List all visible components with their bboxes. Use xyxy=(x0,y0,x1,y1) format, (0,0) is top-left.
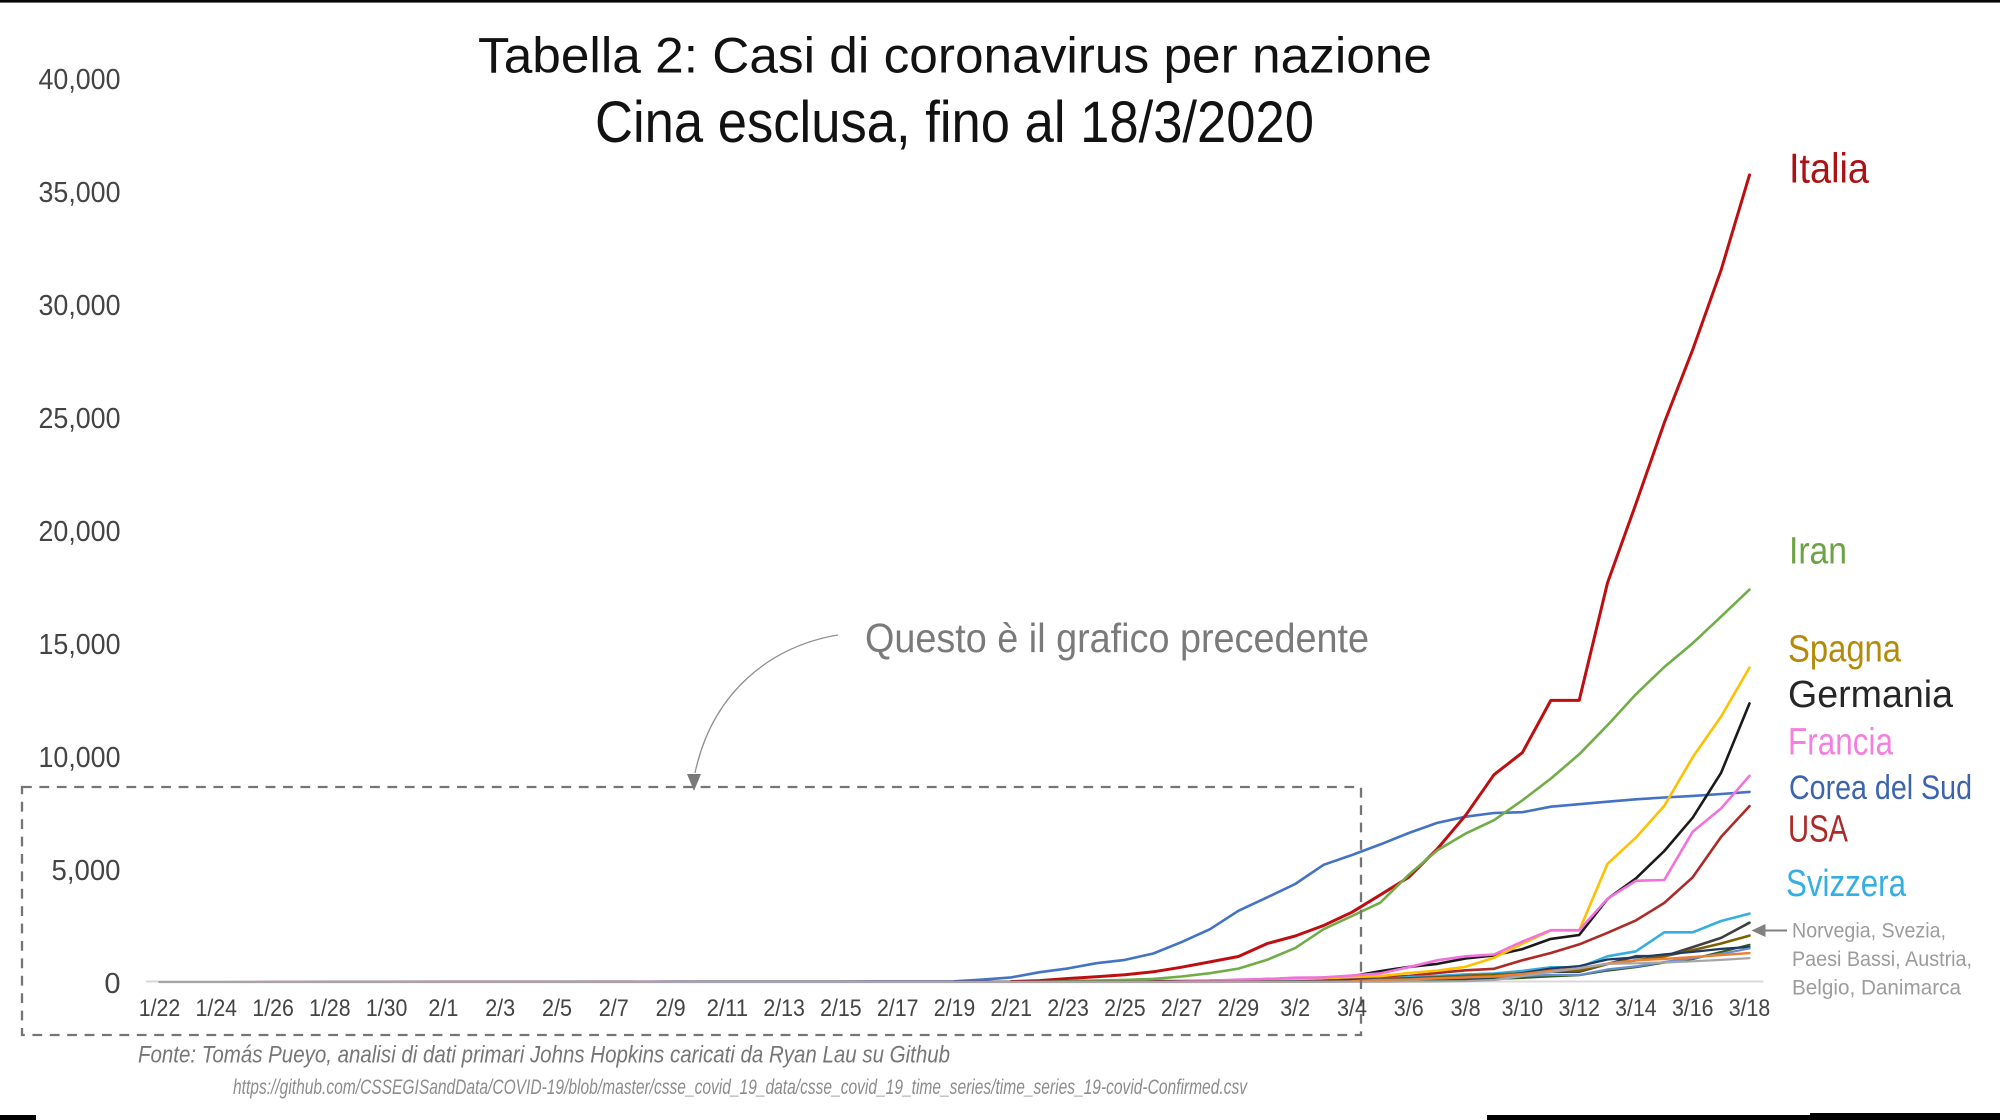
svg-text:35,000: 35,000 xyxy=(39,177,121,209)
svg-text:3/4: 3/4 xyxy=(1337,995,1367,1022)
svg-text:Corea del Sud: Corea del Sud xyxy=(1789,769,1972,807)
svg-text:30,000: 30,000 xyxy=(39,290,121,322)
svg-text:3/14: 3/14 xyxy=(1615,995,1657,1022)
svg-text:Iran: Iran xyxy=(1789,531,1847,573)
svg-text:3/6: 3/6 xyxy=(1394,995,1424,1022)
svg-text:Norvegia, Svezia,: Norvegia, Svezia, xyxy=(1792,920,1946,943)
svg-text:2/19: 2/19 xyxy=(934,995,976,1022)
svg-text:Francia: Francia xyxy=(1788,722,1894,764)
svg-text:15,000: 15,000 xyxy=(39,629,121,661)
svg-text:1/30: 1/30 xyxy=(366,995,408,1022)
svg-text:3/2: 3/2 xyxy=(1280,995,1310,1022)
svg-text:0: 0 xyxy=(104,968,120,1000)
svg-text:3/12: 3/12 xyxy=(1558,995,1600,1022)
svg-text:Italia: Italia xyxy=(1789,145,1870,192)
svg-text:Tabella 2: Casi di coronavirus: Tabella 2: Casi di coronavirus per nazio… xyxy=(478,28,1432,84)
svg-text:Cina esclusa, fino al 18/3/202: Cina esclusa, fino al 18/3/2020 xyxy=(595,90,1314,155)
svg-text:2/27: 2/27 xyxy=(1161,995,1203,1022)
svg-text:2/29: 2/29 xyxy=(1218,995,1260,1022)
svg-text:25,000: 25,000 xyxy=(39,403,121,435)
svg-text:1/24: 1/24 xyxy=(196,995,238,1022)
svg-text:USA: USA xyxy=(1788,809,1848,851)
svg-text:2/21: 2/21 xyxy=(991,995,1033,1022)
svg-text:5,000: 5,000 xyxy=(52,855,121,887)
svg-text:Spagna: Spagna xyxy=(1788,628,1902,670)
svg-text:2/3: 2/3 xyxy=(485,995,515,1022)
svg-text:2/17: 2/17 xyxy=(877,995,919,1022)
svg-text:Paesi Bassi, Austria,: Paesi Bassi, Austria, xyxy=(1792,948,1972,971)
svg-text:2/23: 2/23 xyxy=(1047,995,1089,1022)
svg-text:3/16: 3/16 xyxy=(1672,995,1714,1022)
svg-text:40,000: 40,000 xyxy=(39,64,121,96)
svg-text:Fonte: Tomás Pueyo, analisi di: Fonte: Tomás Pueyo, analisi di dati prim… xyxy=(138,1042,950,1069)
svg-text:1/26: 1/26 xyxy=(252,995,294,1022)
svg-text:https://github.com/CSSEGISandD: https://github.com/CSSEGISandData/COVID-… xyxy=(233,1076,1248,1099)
svg-text:1/22: 1/22 xyxy=(139,995,181,1022)
svg-text:Questo è il grafico precedente: Questo è il grafico precedente xyxy=(865,615,1369,661)
svg-text:3/18: 3/18 xyxy=(1729,995,1771,1022)
svg-text:2/15: 2/15 xyxy=(820,995,862,1022)
svg-text:10,000: 10,000 xyxy=(39,742,121,774)
svg-text:3/10: 3/10 xyxy=(1502,995,1544,1022)
svg-text:1/28: 1/28 xyxy=(309,995,351,1022)
svg-text:Germania: Germania xyxy=(1788,674,1954,716)
svg-text:20,000: 20,000 xyxy=(39,516,121,548)
svg-text:3/8: 3/8 xyxy=(1451,995,1481,1022)
svg-text:Belgio, Danimarca: Belgio, Danimarca xyxy=(1792,977,1961,1000)
svg-text:2/25: 2/25 xyxy=(1104,995,1146,1022)
svg-text:2/9: 2/9 xyxy=(656,995,686,1022)
svg-text:2/7: 2/7 xyxy=(599,995,629,1022)
svg-text:2/13: 2/13 xyxy=(763,995,805,1022)
svg-text:2/1: 2/1 xyxy=(428,995,458,1022)
svg-text:2/11: 2/11 xyxy=(707,995,749,1022)
svg-text:Svizzera: Svizzera xyxy=(1786,863,1907,905)
svg-text:2/5: 2/5 xyxy=(542,995,572,1022)
